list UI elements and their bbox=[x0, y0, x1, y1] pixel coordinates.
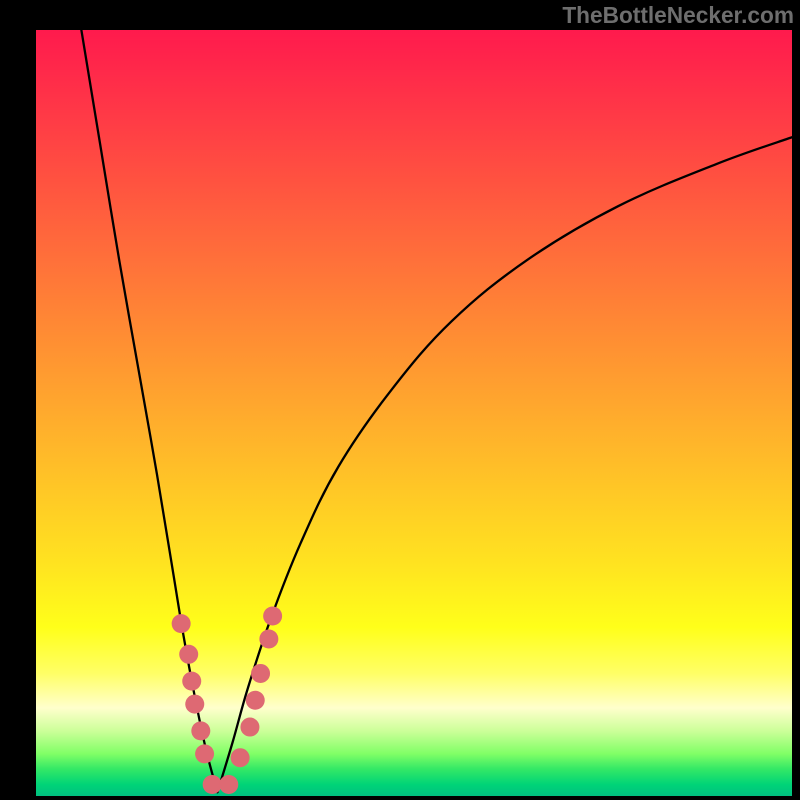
data-marker bbox=[259, 629, 278, 648]
data-marker bbox=[191, 721, 210, 740]
data-marker bbox=[219, 775, 238, 794]
data-marker bbox=[231, 748, 250, 767]
curves-svg bbox=[36, 30, 792, 796]
data-marker bbox=[172, 614, 191, 633]
data-marker bbox=[195, 744, 214, 763]
right-curve bbox=[217, 137, 792, 792]
data-marker bbox=[182, 672, 201, 691]
plot-area bbox=[36, 30, 792, 796]
data-marker bbox=[185, 695, 204, 714]
data-marker bbox=[251, 664, 270, 683]
data-marker bbox=[246, 691, 265, 710]
data-marker bbox=[179, 645, 198, 664]
data-marker bbox=[203, 775, 222, 794]
data-marker bbox=[240, 718, 259, 737]
data-marker bbox=[263, 606, 282, 625]
canvas-root: TheBottleNecker.com bbox=[0, 0, 800, 800]
watermark-text: TheBottleNecker.com bbox=[562, 2, 794, 29]
